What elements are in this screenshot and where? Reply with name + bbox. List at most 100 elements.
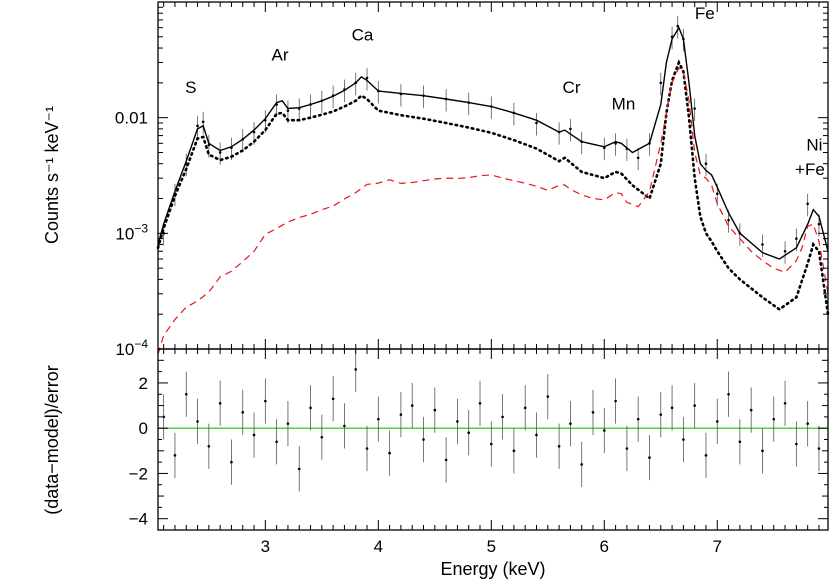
residual-point [252,433,256,437]
spectrum-data-point [817,222,821,226]
residual-point [354,368,358,371]
residual-point [738,440,742,444]
residual-point [264,399,267,403]
residual-point [636,417,640,421]
residual-point [783,402,787,405]
spectrum-data-point [676,24,680,28]
residual-point [207,444,211,448]
residual-point [286,422,290,425]
x-tick-label: 3 [261,537,270,556]
residual-point [512,449,516,453]
residual-point [501,415,504,419]
residual-y-tick-label: −2 [129,464,148,483]
residual-point [523,406,527,410]
residual-point [817,447,821,450]
residual-panel: 3 4 5 6 7 2 0 −2 −4 (data−model)/error Energy (k… [42,346,829,579]
line-label: Ar [272,46,289,65]
line-label: Mn [612,94,636,113]
model-curve-dotted [156,59,830,316]
residual-point [275,440,278,444]
residual-point [569,422,572,425]
spectrum-panel: 0.01 10−3 10−4 S Ar Ca Cr Mn Fe Ni +Fe Counts s⁻¹… [42,1,830,359]
x-tick-label: 7 [713,537,722,556]
y-tick-label: 0.01 [115,109,148,128]
line-label: S [185,78,196,97]
residual-point [693,404,696,407]
energy-x-axis-title: Energy (keV) [440,559,545,579]
residual-frame [157,348,829,531]
spectrum-data-point [636,156,640,160]
residual-point [297,467,301,471]
residual-point [682,438,685,441]
residual-point [761,449,764,453]
spectrum-data-point [783,249,787,253]
spectrum-series-group [156,16,830,355]
residual-point [422,438,425,441]
spectrum-data-point [806,202,809,206]
line-label: +Fe [795,160,825,179]
residual-point [230,460,233,464]
residual-point [715,420,719,423]
residual-point [218,402,222,405]
residual-point [309,406,312,410]
residual-point [557,444,561,448]
residual-point [444,458,448,462]
spectrum-y-axis-title: Counts s⁻¹ keV⁻¹ [42,106,62,244]
residual-point [478,402,482,405]
spectrum-data-point [727,218,730,222]
residual-point [795,442,798,446]
residual-point [173,454,177,457]
residual-point [241,411,245,414]
line-label: Fe [695,4,715,23]
residual-point [377,417,380,421]
residual-point [670,406,674,410]
spectrum-data-point [761,243,764,246]
residual-point [410,404,414,407]
residual-point [704,454,708,457]
residual-point [184,392,188,396]
residual-point [614,399,617,403]
residual-point [591,411,595,414]
residual-point [535,433,538,437]
residual-series-group [158,346,828,492]
spectrum-data-point [693,107,696,110]
spectrum-data-point [286,109,290,112]
x-tick-label: 4 [374,537,383,556]
model-curve-dashed [157,66,829,355]
residual-point [490,442,493,446]
residual-point [331,397,335,401]
spectrum-data-point [659,81,663,85]
residual-point [546,395,550,398]
residual-y-axis-title: (data−model)/error [42,365,62,515]
y-tick-label: 10−3 [115,221,148,243]
residual-point [343,424,346,428]
residual-point [772,417,776,421]
spectrum-data-point [704,162,708,165]
line-label: Ca [352,26,374,45]
residual-point [467,431,471,435]
residual-point [162,415,165,419]
spectrum-data-point [196,124,199,128]
residual-ticks: 3 4 5 6 7 2 0 −2 −4 [129,348,828,556]
spectrum-ticks: 0.01 10−3 10−4 [115,2,828,359]
residual-point [602,429,606,432]
residual-point [648,456,651,459]
spectrum-data-point [535,121,538,125]
residual-point [365,447,369,450]
spectrum-data-point [795,237,798,240]
residual-y-tick-label: 0 [139,419,148,438]
line-label: Ni [806,136,822,155]
residual-y-tick-label: −4 [129,510,148,529]
spectrum-frame [157,1,829,350]
spectrum-data-point [201,120,205,124]
residual-point [399,413,403,416]
residual-point [388,451,391,455]
residual-point [659,413,663,416]
x-tick-label: 5 [487,537,496,556]
spectrum-data-point [365,76,369,80]
residual-point [196,420,199,423]
y-tick-label: 10−4 [115,337,148,359]
residual-point [433,408,437,412]
spectrum-data-point [715,192,719,196]
